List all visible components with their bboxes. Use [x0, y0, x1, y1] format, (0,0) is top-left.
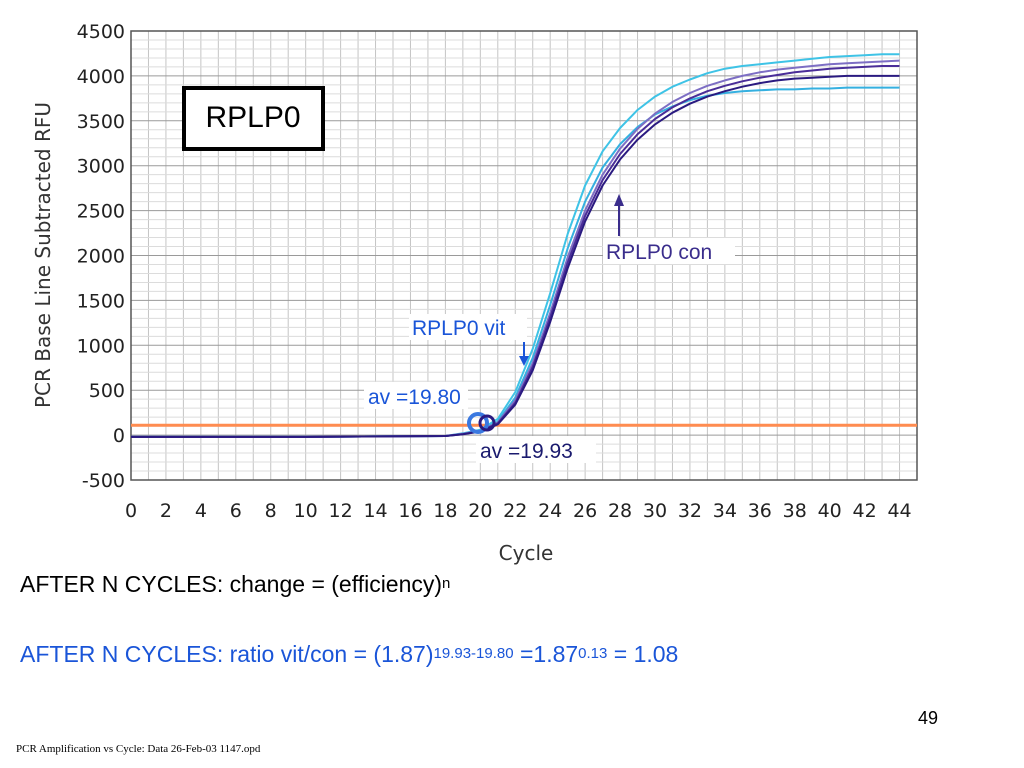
eq2-exponent-1: 19.93-19.80	[433, 645, 514, 662]
x-tick-label: 14	[363, 500, 387, 522]
x-tick-label: 2	[160, 500, 172, 522]
y-tick-label: 3000	[77, 156, 125, 178]
x-tick-label: 30	[643, 500, 667, 522]
x-tick-label: 22	[503, 500, 527, 522]
source-footnote: PCR Amplification vs Cycle: Data 26-Feb-…	[16, 743, 261, 755]
y-tick-label: 4000	[77, 66, 125, 88]
efficiency-equation: AFTER N CYCLES: change = (efficiency)n	[20, 571, 450, 598]
eq2-prefix: AFTER N CYCLES: ratio vit/con = (1.87)	[20, 641, 434, 667]
y-tick-label: 1000	[77, 335, 125, 357]
x-tick-label: 0	[125, 500, 137, 522]
crossing-marker-vit	[467, 412, 489, 434]
x-tick-label: 10	[294, 500, 318, 522]
eq2-suffix: = 1.08	[607, 641, 679, 667]
amplification-chart: -500050010001500200025003000350040004500…	[31, 21, 918, 565]
y-tick-label: 3500	[77, 111, 125, 133]
x-tick-label: 26	[573, 500, 597, 522]
con-arrow-head	[614, 194, 624, 206]
x-tick-label: 6	[230, 500, 242, 522]
x-tick-label: 36	[748, 500, 772, 522]
chart-title: RPLP0	[205, 101, 300, 134]
x-tick-label: 8	[265, 500, 277, 522]
y-tick-label: -500	[82, 470, 125, 492]
x-tick-label: 38	[783, 500, 807, 522]
y-tick-label: 1500	[77, 290, 125, 312]
x-tick-label: 12	[329, 500, 353, 522]
x-axis-label: Cycle	[499, 541, 554, 565]
y-tick-label: 500	[89, 380, 125, 402]
x-tick-label: 4	[195, 500, 207, 522]
eq2-exponent-2: 0.13	[578, 645, 608, 662]
y-tick-label: 4500	[77, 21, 125, 43]
x-tick-label: 20	[468, 500, 492, 522]
x-tick-labels: 0 2 4 6 8 10 12 14 16 18 20 22 24 26 28 30 32 34 36 38 40 42 4…	[125, 500, 912, 522]
annotation-rplp0-con: RPLP0 con	[606, 241, 712, 264]
y-tick-labels: -500 0 500 1000 1500 2000 2500 3000 3500 4000 4500	[77, 21, 125, 492]
series-line-1	[131, 53, 900, 438]
annotation-rplp0-vit: RPLP0 vit	[412, 317, 506, 340]
x-tick-label: 40	[818, 500, 842, 522]
x-tick-label: 28	[608, 500, 632, 522]
title-box: RPLP0	[182, 86, 325, 151]
x-tick-label: 34	[713, 500, 737, 522]
vit-arrow-head	[519, 356, 529, 366]
x-tick-label: 32	[678, 500, 702, 522]
y-tick-label: 2500	[77, 201, 125, 223]
y-tick-label: 2000	[77, 246, 125, 268]
crossing-marker-con	[478, 414, 496, 432]
x-tick-label: 42	[853, 500, 877, 522]
annotation-av-vit: av =19.80	[368, 386, 461, 409]
eq2-mid: =1.87	[513, 641, 579, 667]
y-tick-label: 0	[113, 425, 125, 447]
plot-frame	[130, 30, 918, 481]
ratio-equation: AFTER N CYCLES: ratio vit/con = (1.87)19…	[20, 641, 678, 668]
annotation-av-con: av =19.93	[480, 440, 573, 463]
eq1-exponent: n	[442, 575, 451, 592]
y-axis-label: PCR Base Line Subtracted RFU	[31, 102, 55, 408]
x-tick-label: 44	[887, 500, 911, 522]
x-tick-label: 24	[538, 500, 562, 522]
page-number: 49	[917, 708, 938, 728]
x-tick-label: 16	[398, 500, 422, 522]
eq1-text: AFTER N CYCLES: change = (efficiency)	[20, 571, 443, 597]
x-tick-label: 18	[433, 500, 457, 522]
